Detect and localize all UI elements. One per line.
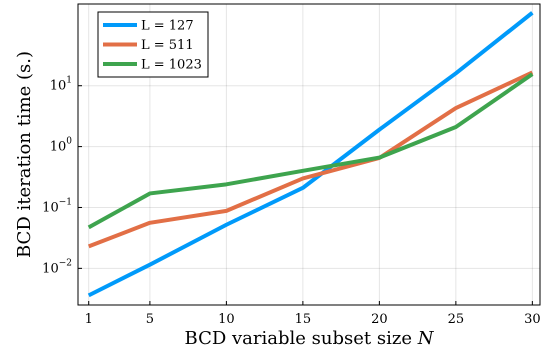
y-tick-label: 101: [50, 76, 72, 94]
series-lines: [87, 11, 534, 298]
x-axis-label-variable: N: [417, 328, 435, 349]
x-tick-label: 25: [448, 312, 465, 327]
y-axis-label: BCD iteration time (s.): [14, 51, 35, 258]
y-tick-label: 10−1: [42, 197, 72, 215]
legend-label: L = 1023: [141, 58, 202, 73]
x-tick-label: 20: [371, 312, 388, 327]
series-line-l-127: [87, 11, 534, 298]
y-tick-label: 10−2: [42, 258, 72, 276]
x-axis-label: BCD variable subset size N: [185, 328, 435, 349]
x-axis-label-text: BCD variable subset size: [185, 328, 412, 349]
legend-box: [97, 11, 209, 78]
x-tick-label: 5: [146, 312, 154, 327]
y-axis-ticks: 10−2 10−1 100 101: [42, 76, 82, 276]
x-tick-label: 15: [295, 312, 312, 327]
legend: L = 127 L = 511 L = 1023: [97, 11, 209, 78]
x-axis-ticks: 1 5 10 15 20 25 30: [85, 301, 541, 327]
series-line-l-1023: [87, 72, 534, 230]
x-tick-label: 30: [524, 312, 541, 327]
plot-frame: [77, 3, 541, 306]
y-tick-label: 100: [50, 137, 73, 155]
series-line-l-511: [87, 70, 534, 249]
x-tick-label: 10: [218, 312, 235, 327]
x-tick-label: 1: [85, 312, 93, 327]
legend-label: L = 127: [141, 19, 194, 34]
legend-label: L = 511: [141, 38, 194, 53]
